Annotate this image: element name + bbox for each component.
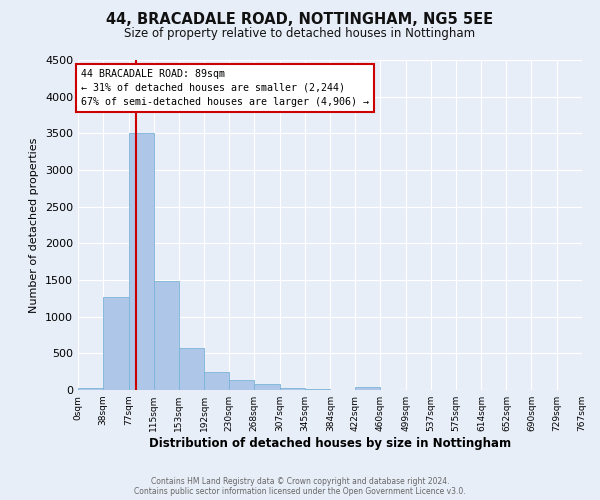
Bar [78,388,103,390]
Text: Size of property relative to detached houses in Nottingham: Size of property relative to detached ho… [124,28,476,40]
Bar [254,384,280,390]
X-axis label: Distribution of detached houses by size in Nottingham: Distribution of detached houses by size … [149,437,511,450]
Bar [103,297,128,390]
Text: 44, BRACADALE ROAD, NOTTINGHAM, NG5 5EE: 44, BRACADALE ROAD, NOTTINGHAM, NG5 5EE [106,12,494,28]
Bar [154,282,179,390]
Bar [355,387,380,390]
Bar [204,372,229,390]
Bar [179,348,204,390]
Bar [229,380,254,390]
Text: Contains HM Land Registry data © Crown copyright and database right 2024.
Contai: Contains HM Land Registry data © Crown c… [134,476,466,496]
Bar [280,388,305,390]
Bar [128,134,154,390]
Y-axis label: Number of detached properties: Number of detached properties [29,138,40,312]
Text: 44 BRACADALE ROAD: 89sqm
← 31% of detached houses are smaller (2,244)
67% of sem: 44 BRACADALE ROAD: 89sqm ← 31% of detach… [81,69,369,107]
